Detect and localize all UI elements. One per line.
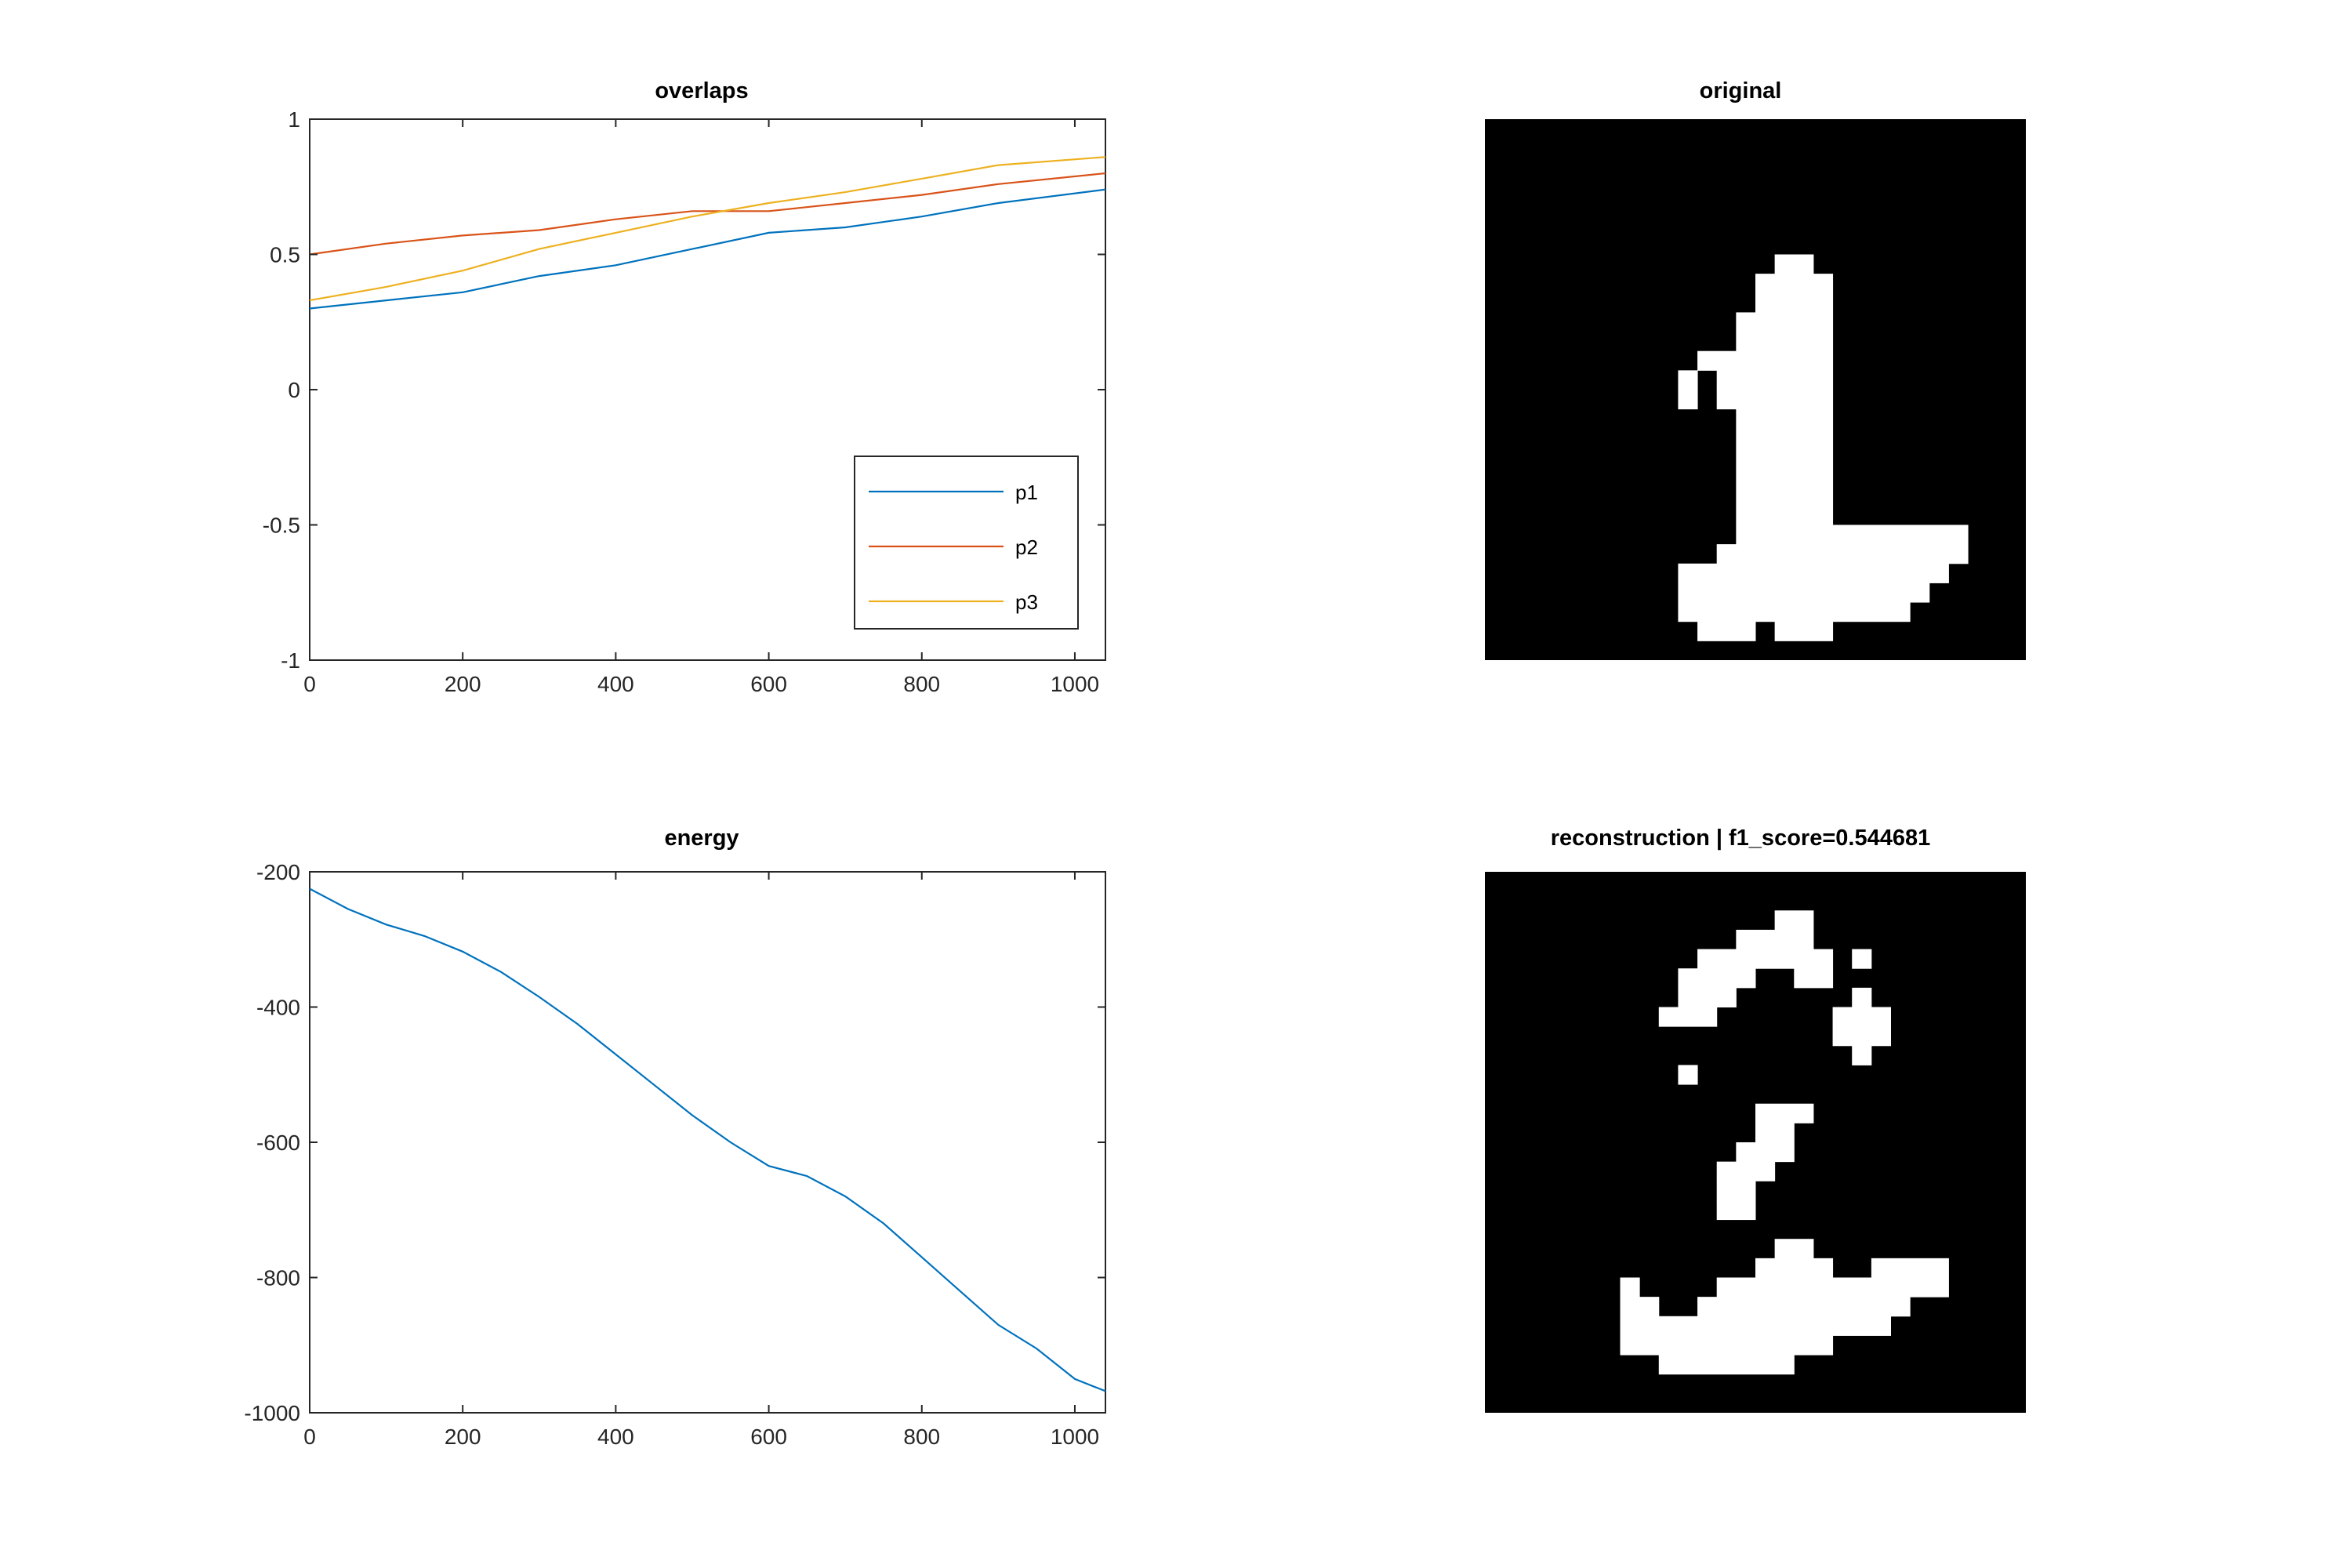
overlaps-xtick-label: 1000 [1051, 672, 1099, 696]
original-pixel-run [1678, 563, 1949, 583]
reconstruction-pixel-run [1832, 1026, 1891, 1047]
original-pixel-run [1736, 447, 1834, 468]
energy-ticks: 0 200 400 600 800 1000 -200 -400 -600 -800 -1000 [244, 860, 1105, 1449]
energy-panel: energy 0 200 400 600 800 1000 -200 -400 -600 -800… [244, 826, 1106, 1449]
original-pixel-run [1736, 332, 1834, 352]
reconstruction-pixel-run [1852, 949, 1872, 969]
energy-xtick-label: 600 [750, 1425, 787, 1449]
reconstruction-pixel-run [1736, 1142, 1795, 1163]
original-pixel-run [1716, 544, 1969, 564]
reconstruction-pixel-run [1716, 1161, 1776, 1181]
reconstruction-pixel-run [1736, 929, 1814, 950]
overlaps-ytick-label: -0.5 [263, 514, 300, 538]
overlaps-ytick-label: -1 [281, 648, 300, 673]
energy-ytick-label: -200 [256, 860, 300, 884]
overlaps-xtick-label: 0 [303, 672, 316, 696]
reconstruction-pixel-run [1620, 1277, 1640, 1298]
original-pixel-run [1755, 292, 1834, 313]
original-pixel-run [1755, 274, 1834, 294]
reconstruction-pixel-run [1716, 1200, 1756, 1221]
reconstruction-pixel-run [1832, 1007, 1891, 1027]
reconstruction-pixel-run [1678, 987, 1737, 1007]
reconstruction-pixel-run [1620, 1335, 1834, 1356]
overlaps-title: overlaps [655, 78, 748, 103]
energy-xtick-label: 800 [903, 1425, 940, 1449]
original-pixel-run [1736, 524, 1969, 545]
original-pixel-run [1678, 370, 1698, 390]
reconstruction-pixel-run [1620, 1316, 1891, 1336]
energy-xtick-label: 0 [303, 1425, 316, 1449]
original-pixel-run [1697, 350, 1834, 371]
original-pixel-run [1774, 621, 1834, 641]
overlaps-series-p2 [309, 172, 1106, 256]
overlaps-xtick-label: 400 [597, 672, 634, 696]
reconstruction-pixel-run [1658, 1007, 1718, 1027]
energy-ytick-label: -400 [256, 996, 300, 1020]
original-pixel-run [1678, 602, 1911, 622]
reconstruction-panel: reconstruction | f1_score=0.544681 [1485, 826, 2026, 1413]
overlaps-xtick-label: 800 [903, 672, 940, 696]
overlaps-series-p3 [309, 156, 1106, 302]
reconstruction-title: reconstruction | f1_score=0.544681 [1551, 826, 1930, 851]
original-pixel-run [1736, 408, 1834, 429]
overlaps-legend-label-p3: p3 [1015, 590, 1038, 614]
original-title: original [1700, 78, 1782, 103]
overlaps-xtick-label: 200 [445, 672, 481, 696]
energy-title: energy [664, 826, 739, 851]
energy-xtick-label: 400 [597, 1425, 634, 1449]
reconstruction-pixel-run [1697, 1297, 1911, 1317]
original-pixel-run [1678, 390, 1698, 410]
original-pixel-run [1736, 505, 1834, 525]
original-pixel-run [1736, 466, 1834, 487]
energy-ytick-label: -1000 [244, 1401, 300, 1425]
reconstruction-pixel-run [1852, 987, 1872, 1007]
original-panel: original [1485, 78, 2026, 660]
reconstruction-pixel-run [1755, 1123, 1795, 1143]
overlaps-legend-label-p2: p2 [1015, 535, 1038, 559]
reconstruction-pixel-run [1697, 949, 1834, 969]
reconstruction-pixel-run [1716, 1181, 1756, 1201]
overlaps-ticks: 0 200 400 600 800 1000 1 0.5 0 -0.5 -1 [263, 107, 1105, 696]
reconstruction-pixel-run [1620, 1297, 1660, 1317]
reconstruction-pixel-run [1755, 1258, 1834, 1278]
energy-ytick-label: -800 [256, 1266, 300, 1290]
reconstruction-pixel-run [1871, 1258, 1949, 1278]
original-pixel-run [1697, 621, 1756, 641]
original-pixel-run [1736, 312, 1834, 332]
original-pixel-run [1736, 428, 1834, 448]
reconstruction-pixel-run [1755, 1103, 1814, 1123]
overlaps-legend-label-p1: p1 [1015, 481, 1038, 504]
original-pixel-run [1736, 486, 1834, 506]
reconstruction-pixel-run [1852, 1045, 1872, 1065]
reconstruction-pixel-run [1774, 1239, 1814, 1259]
reconstruction-pixel-run [1794, 968, 1834, 989]
reconstruction-pixel-run [1774, 910, 1814, 931]
reconstruction-pixel-run [1678, 1065, 1698, 1085]
original-pixel-run [1716, 390, 1834, 410]
original-pixel-run [1716, 370, 1834, 390]
overlaps-ytick-label: 0 [288, 378, 300, 402]
overlaps-legend-box [854, 456, 1079, 630]
overlaps-xtick-label: 600 [750, 672, 787, 696]
energy-series-line-0 [309, 887, 1106, 1392]
overlaps-ytick-label: 0.5 [270, 243, 300, 267]
energy-xtick-label: 200 [445, 1425, 481, 1449]
reconstruction-pixel-run [1658, 1355, 1795, 1375]
energy-ytick-label: -600 [256, 1131, 300, 1155]
overlaps-legend: p1 p2 p3 [854, 456, 1079, 630]
reconstruction-pixel-run [1678, 968, 1756, 989]
original-pixel-run [1774, 254, 1814, 274]
energy-xtick-label: 1000 [1051, 1425, 1099, 1449]
reconstruction-image [1485, 872, 2026, 1413]
overlaps-panel: overlaps 0 200 400 600 800 1000 1 0.5 0 -0.5 -1 p1… [263, 78, 1106, 696]
original-pixel-run [1678, 583, 1930, 603]
overlaps-series-p1 [309, 188, 1106, 310]
original-image [1485, 119, 2026, 660]
reconstruction-pixel-run [1716, 1277, 1949, 1298]
overlaps-ytick-label: 1 [288, 107, 300, 132]
